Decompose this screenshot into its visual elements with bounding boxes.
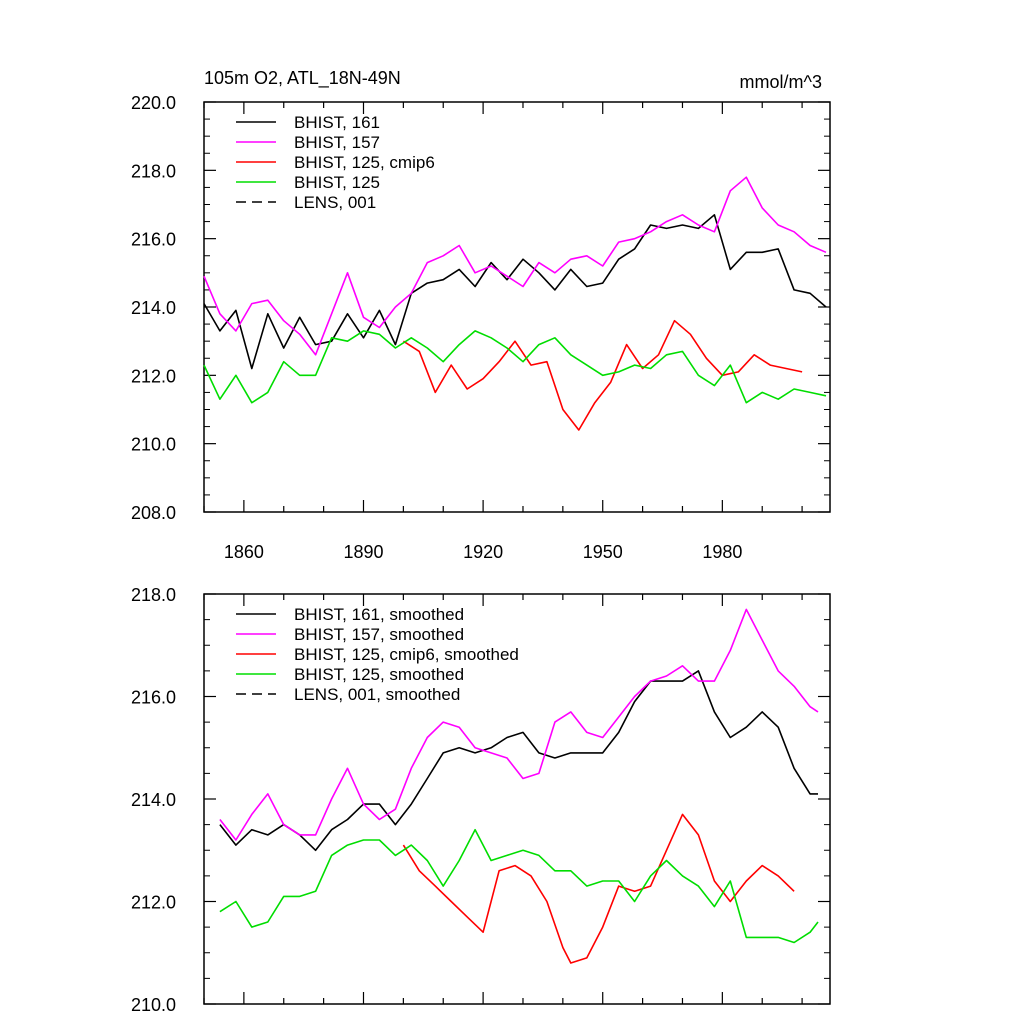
y-tick-label: 208.0: [131, 503, 176, 523]
panel-top: 208.0 210.0 212.0 214.0 216.0 218.0 220.0 1860 1…: [131, 93, 831, 562]
y-tick-label: 210.0: [131, 995, 176, 1015]
chart-title: 105m O2, ATL_18N-49N: [204, 68, 401, 89]
y-tick-label: 220.0: [131, 93, 176, 113]
series-line: [402, 319, 803, 431]
y-tick-label: 218.0: [131, 161, 176, 181]
legend-entry: BHIST, 125, cmip6, smoothed: [294, 645, 519, 664]
legend-entry: BHIST, 161, smoothed: [294, 605, 464, 624]
x-tick-label: 1980: [702, 542, 742, 562]
y-tick-label: 214.0: [131, 790, 176, 810]
legend-entry: BHIST, 157: [294, 133, 380, 152]
series-line: [203, 176, 827, 356]
legend-entry: LENS, 001, smoothed: [294, 685, 460, 704]
legend-entry: BHIST, 161: [294, 113, 380, 132]
legend-entry: BHIST, 125, smoothed: [294, 665, 464, 684]
series-line: [219, 670, 818, 852]
y-tick-label: 210.0: [131, 435, 176, 455]
legend-entry: BHIST, 157, smoothed: [294, 625, 464, 644]
legend-entry: BHIST, 125: [294, 173, 380, 192]
y-tick-label: 216.0: [131, 230, 176, 250]
x-tick-label: 1890: [343, 542, 383, 562]
panel-bottom: 210.0 212.0 214.0 216.0 218.0 BHIST, 161, smo…: [131, 585, 831, 1015]
x-tick-label: 1950: [583, 542, 623, 562]
series-line: [402, 813, 795, 964]
y-tick-label: 214.0: [131, 298, 176, 318]
units-label: mmol/m^3: [740, 72, 822, 92]
legend-entry: BHIST, 125, cmip6: [294, 153, 435, 172]
series-line: [203, 214, 827, 370]
series-line: [219, 828, 819, 944]
y-tick-label: 212.0: [131, 893, 176, 913]
y-tick-label: 218.0: [131, 585, 176, 605]
x-tick-label: 1860: [224, 542, 264, 562]
series-line: [203, 330, 827, 404]
series-line: [219, 608, 819, 841]
y-tick-label: 216.0: [131, 688, 176, 708]
x-tick-label: 1920: [463, 542, 503, 562]
legend-entry: LENS, 001: [294, 193, 376, 212]
y-tick-label: 212.0: [131, 366, 176, 386]
